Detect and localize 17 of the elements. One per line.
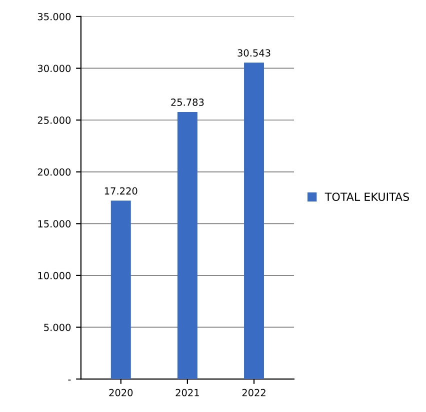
y-tick-label: 15.000	[38, 220, 71, 228]
y-tick-label: 30.000	[38, 64, 71, 72]
bar	[177, 112, 198, 380]
bar	[110, 200, 131, 380]
y-tick-label: 35.000	[38, 12, 71, 20]
bar	[244, 62, 264, 380]
x-tick-label: 2020	[109, 388, 133, 396]
y-tick-label: 5.000	[44, 324, 71, 332]
y-tick-label: 25.000	[38, 116, 71, 124]
legend-label: TOTAL EKUITAS	[324, 192, 410, 201]
data-label: 17.220	[104, 187, 138, 195]
x-tick-label: 2022	[242, 388, 266, 396]
data-label: 30.543	[238, 49, 270, 57]
y-tick-label: 10.000	[38, 272, 71, 280]
x-tick-label: 2021	[176, 388, 199, 396]
data-label: 25.783	[171, 98, 204, 106]
y-tick-label: 20.000	[38, 168, 71, 176]
